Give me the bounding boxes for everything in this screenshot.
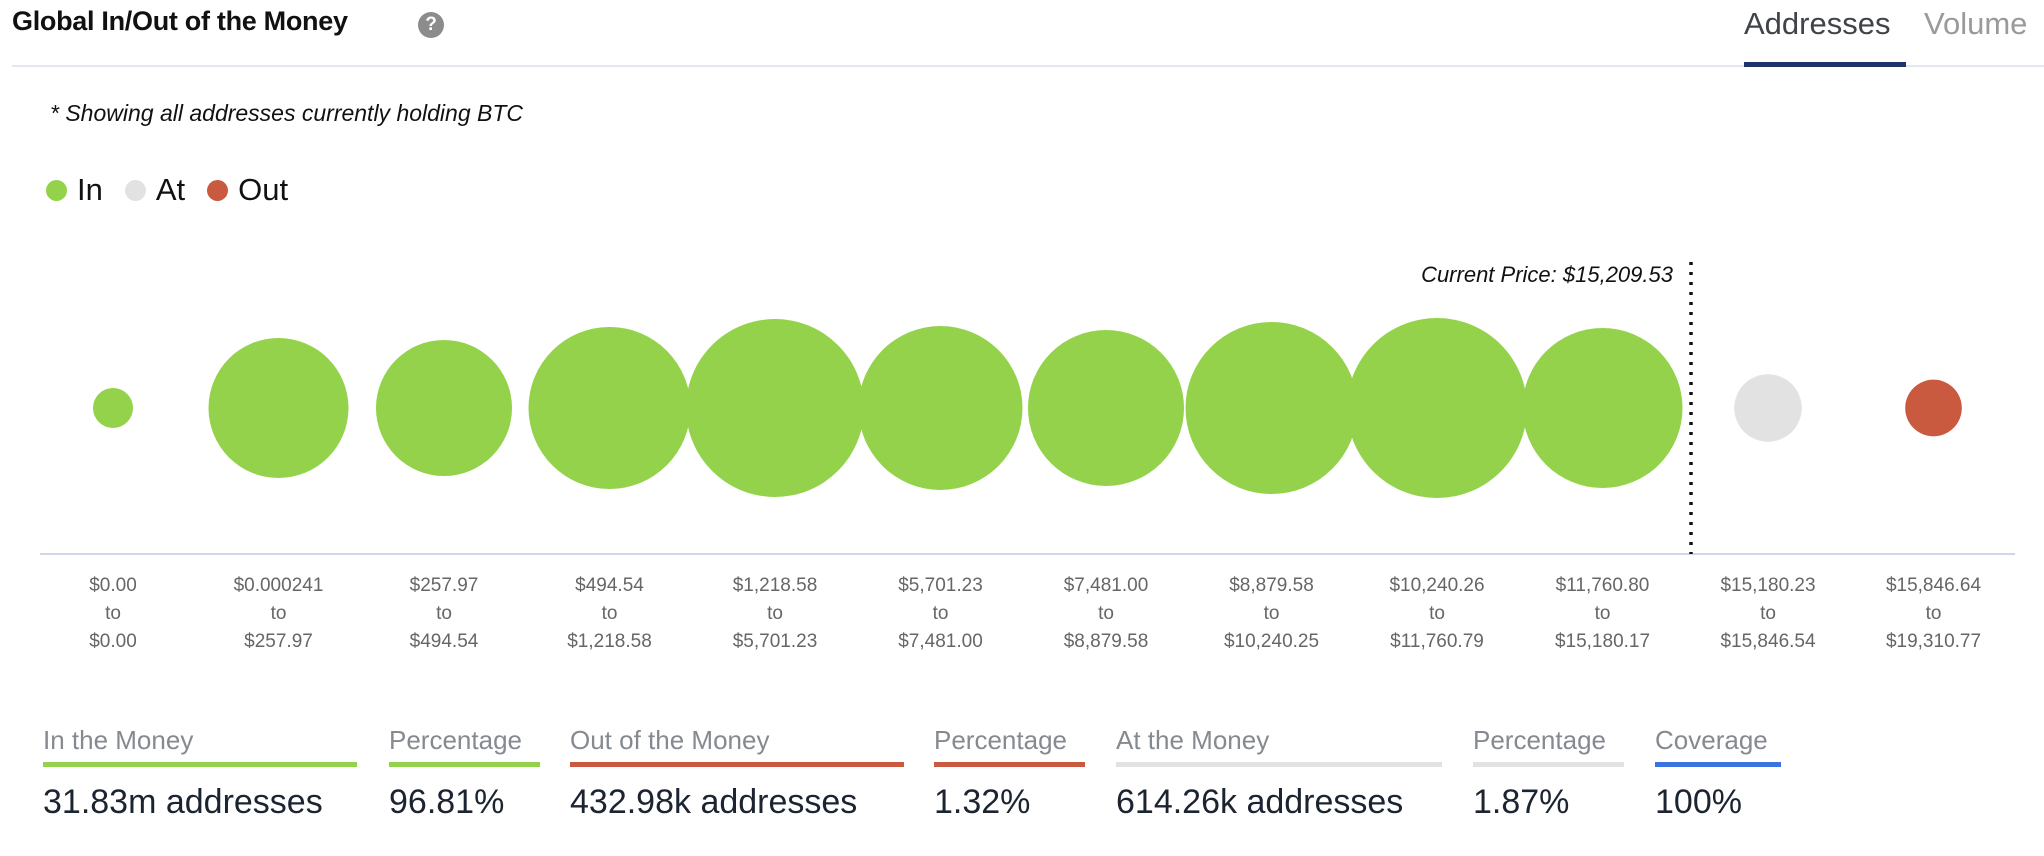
tick-to: $10,240.25 [1224, 631, 1319, 652]
tick-joiner: to [1595, 603, 1611, 624]
tick-to: $257.97 [244, 631, 313, 652]
chart-legend: In At Out [46, 172, 310, 208]
stat-value: 614.26k addresses [1116, 783, 1404, 821]
legend-label: At [155, 172, 186, 207]
legend-item-in[interactable]: In [46, 172, 103, 208]
tick-joiner: to [105, 603, 121, 624]
tick-joiner: to [933, 603, 949, 624]
tab-volume[interactable]: Volume [1924, 6, 2028, 41]
bubble-chart: Current Price: $15,209.53 $0.00 to $0.00 $0… [40, 262, 2015, 652]
stat-label: Percentage [1473, 725, 1606, 755]
tick-joiner: to [1926, 603, 1942, 624]
tick-from: $0.000241 [234, 575, 324, 596]
tick-from: $15,180.23 [1720, 575, 1815, 596]
stat-in-the-money: In the Money 31.83m addresses [43, 725, 357, 822]
bubble-at[interactable] [1734, 374, 1802, 442]
bubble-in[interactable] [93, 388, 133, 428]
stat-color-bar [389, 762, 540, 767]
bubble-in[interactable] [375, 339, 513, 477]
stat-percentage: Percentage 1.32% [934, 725, 1085, 822]
tick-from: $15,846.64 [1886, 575, 1982, 596]
stat-color-bar [1655, 762, 1781, 767]
stat-at-the-money: At the Money 614.26k addresses [1116, 725, 1442, 822]
chart-note: * Showing all addresses currently holdin… [50, 100, 524, 126]
tick-joiner: to [436, 603, 452, 624]
tab-addresses[interactable]: Addresses [1744, 6, 1891, 41]
bubble-in[interactable] [1522, 328, 1683, 488]
legend-dot-at [124, 179, 146, 201]
stat-label: In the Money [43, 725, 194, 755]
help-icon[interactable]: ? [418, 12, 444, 38]
tick-to: $494.54 [410, 631, 479, 652]
stat-value: 1.87% [1473, 783, 1570, 821]
stat-percentage: Percentage 96.81% [389, 725, 540, 822]
tick-joiner: to [271, 603, 287, 624]
legend-label: Out [238, 172, 289, 207]
stat-label: Coverage [1655, 725, 1768, 755]
legend-label: In [77, 172, 103, 207]
tick-to: $8,879.58 [1064, 631, 1149, 652]
legend-item-at[interactable]: At [124, 172, 186, 208]
tick-from: $1,218.58 [733, 575, 818, 596]
legend-dot-in [46, 179, 67, 201]
bubble-in[interactable] [528, 326, 691, 490]
stat-value: 432.98k addresses [570, 783, 858, 821]
stat-label: At the Money [1116, 725, 1270, 755]
stat-value: 1.32% [934, 783, 1031, 821]
bubble-in[interactable] [858, 325, 1023, 491]
legend-item-out[interactable]: Out [207, 172, 288, 208]
stat-value: 31.83m addresses [43, 783, 323, 821]
tick-to: $15,180.17 [1555, 631, 1650, 652]
tick-from: $5,701.23 [898, 575, 983, 596]
tick-joiner: to [767, 603, 783, 624]
stat-value: 100% [1655, 783, 1742, 821]
bubble-in[interactable] [686, 319, 864, 497]
tick-from: $7,481.00 [1064, 575, 1149, 596]
tick-to: $7,481.00 [898, 631, 983, 652]
stat-color-bar [1116, 762, 1442, 767]
stat-label: Out of the Money [570, 725, 770, 755]
tick-to: $0.00 [89, 631, 137, 652]
tick-to: $15,846.54 [1720, 631, 1816, 652]
tick-from: $0.00 [89, 575, 137, 596]
tick-joiner: to [1098, 603, 1114, 624]
tick-to: $11,760.79 [1390, 631, 1484, 652]
stat-color-bar [570, 762, 904, 767]
active-tab-indicator [1744, 62, 1906, 67]
tick-from: $11,760.80 [1556, 575, 1650, 596]
tick-from: $257.97 [410, 575, 479, 596]
stat-percentage: Percentage 1.87% [1473, 725, 1624, 822]
stat-value: 96.81% [389, 783, 505, 821]
tick-to: $5,701.23 [733, 631, 818, 652]
tick-to: $19,310.77 [1886, 631, 1981, 652]
tick-from: $10,240.26 [1389, 575, 1484, 596]
bubble-out[interactable] [1905, 379, 1962, 437]
tick-from: $8,879.58 [1229, 575, 1314, 596]
bubble-in[interactable] [1185, 321, 1358, 495]
tick-from: $494.54 [575, 575, 644, 596]
tick-to: $1,218.58 [567, 631, 652, 652]
stat-color-bar [934, 762, 1085, 767]
tick-joiner: to [1264, 603, 1280, 624]
header-divider [12, 65, 2044, 67]
stat-out-of-the-money: Out of the Money 432.98k addresses [570, 725, 904, 822]
bubble-in[interactable] [1028, 330, 1184, 486]
stat-coverage: Coverage 100% [1655, 725, 1781, 822]
page-title: Global In/Out of the Money [12, 6, 348, 36]
tick-joiner: to [602, 603, 618, 624]
legend-dot-out [207, 179, 229, 201]
bubble-in[interactable] [1347, 318, 1527, 498]
stat-label: Percentage [934, 725, 1067, 755]
tick-joiner: to [1429, 603, 1445, 624]
bubble-in[interactable] [208, 338, 349, 478]
stat-color-bar [43, 762, 357, 767]
tick-joiner: to [1760, 603, 1776, 624]
stat-color-bar [1473, 762, 1624, 767]
stat-label: Percentage [389, 725, 522, 755]
current-price-label: Current Price: $15,209.53 [1421, 262, 1674, 287]
